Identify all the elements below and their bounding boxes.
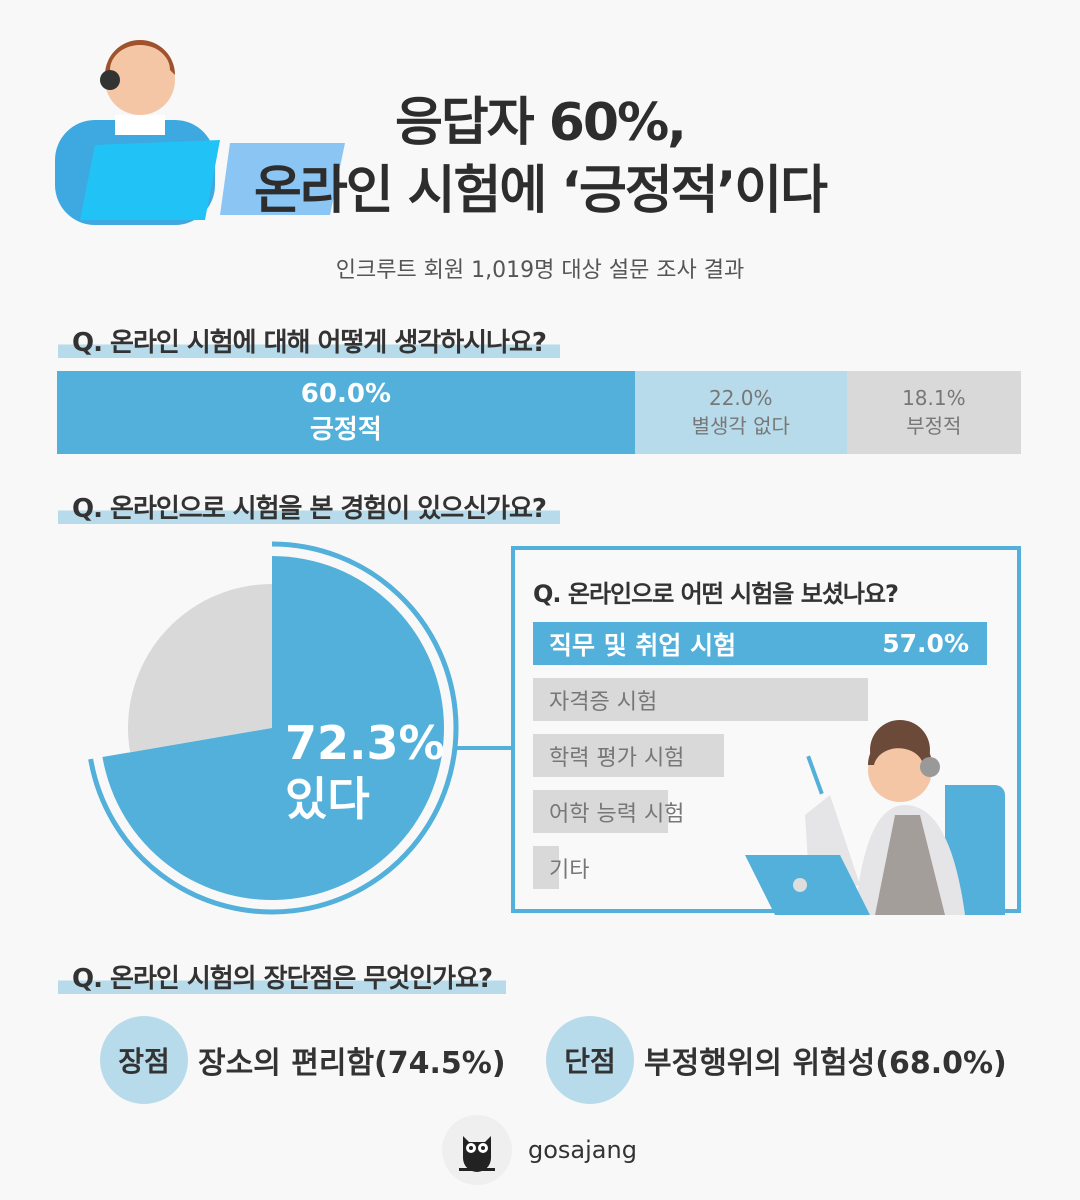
con-badge: 단점 bbox=[546, 1016, 634, 1104]
q2-title: Q. 온라인으로 시험을 본 경험이 있으신가요? bbox=[58, 494, 560, 524]
bar-label: 기타 bbox=[549, 857, 590, 883]
exam-type-bar: 어학 능력 시험 bbox=[533, 790, 684, 833]
subtitle: 인크루트 회원 1,019명 대상 설문 조사 결과 bbox=[335, 258, 745, 283]
student-illustration bbox=[745, 720, 1005, 915]
bar-label: 직무 및 취업 시험 bbox=[549, 630, 737, 660]
exam-type-bar: 자격증 시험 bbox=[533, 678, 868, 721]
pie-slice-no bbox=[128, 584, 272, 753]
segment-value: 22.0% bbox=[708, 386, 773, 410]
exam-type-bar: 학력 평가 시험 bbox=[533, 734, 725, 777]
connector-line bbox=[455, 746, 513, 750]
segment-value: 60.0% bbox=[300, 379, 391, 409]
segment-value: 18.1% bbox=[902, 386, 966, 410]
q4-title: Q. 온라인 시험의 장단점은 무엇인가요? bbox=[58, 964, 507, 994]
pie-chart bbox=[88, 541, 459, 915]
segment-label: 부정적 bbox=[906, 414, 962, 438]
q3-title: Q. 온라인으로 어떤 시험을 보셨나요? bbox=[533, 580, 899, 608]
bar-label: 자격증 시험 bbox=[549, 689, 658, 715]
bar-value: 57.0% bbox=[882, 629, 969, 658]
exam-type-bar: 직무 및 취업 시험 57.0% bbox=[533, 622, 987, 665]
pie-value-label: 72.3% bbox=[285, 716, 445, 770]
stack-segment: 18.1% 부정적 bbox=[846, 371, 1021, 454]
title-line-2: 온라인 시험에 ‘긍정적’이다 bbox=[254, 161, 828, 221]
pie-category-label: 있다 bbox=[285, 772, 370, 826]
stack-segment: 60.0% 긍정적 bbox=[57, 371, 635, 454]
segment-label: 별생각 없다 bbox=[691, 414, 790, 438]
stack-segment: 22.0% 별생각 없다 bbox=[634, 371, 847, 454]
pro-text: 장소의 편리함(74.5%) bbox=[198, 1046, 506, 1081]
title-line-1: 응답자 60%, bbox=[395, 93, 687, 153]
bar-label: 어학 능력 시험 bbox=[549, 801, 685, 827]
brand-name: gosajang bbox=[528, 1136, 637, 1164]
exam-type-bar: 기타 bbox=[533, 846, 589, 889]
pie-outer-ring bbox=[88, 541, 459, 915]
pie-slice-yes bbox=[102, 556, 445, 900]
q1-title: Q. 온라인 시험에 대해 어떻게 생각하시나요? bbox=[58, 328, 560, 358]
bar-label: 학력 평가 시험 bbox=[549, 745, 685, 771]
owl-logo-icon bbox=[442, 1115, 512, 1185]
exam-type-panel: Q. 온라인으로 어떤 시험을 보셨나요? 직무 및 취업 시험 57.0% 자격증… bbox=[511, 546, 1021, 915]
pro-badge: 장점 bbox=[100, 1016, 188, 1104]
call-center-illustration bbox=[55, 40, 345, 225]
segment-label: 긍정적 bbox=[310, 415, 382, 445]
con-text: 부정행위의 위험성(68.0%) bbox=[644, 1046, 1007, 1081]
